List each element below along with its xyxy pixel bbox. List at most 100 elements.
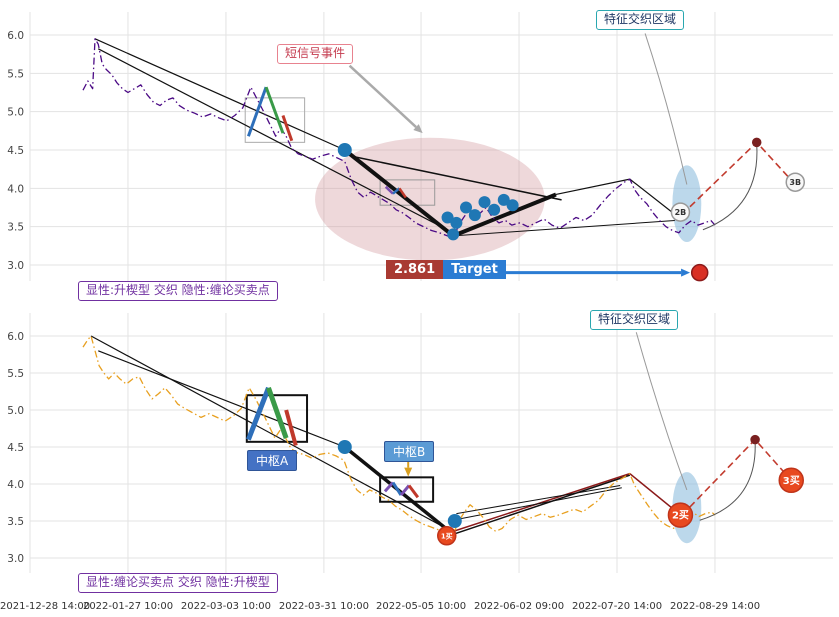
marker-2买 xyxy=(667,502,694,528)
series-trend-long xyxy=(90,335,454,533)
node-dot xyxy=(478,196,491,209)
x-axis-label: 2022-06-02 09:00 xyxy=(474,601,565,612)
series-seg-mini-blue xyxy=(392,187,401,195)
series-impulse-up-thick xyxy=(452,192,557,238)
node-dot xyxy=(506,199,519,212)
pivot-b-box xyxy=(379,476,435,503)
x-axis-label: 2022-01-27 10:00 xyxy=(82,601,174,612)
series-seg-red xyxy=(284,409,298,447)
target-value: 2.861 xyxy=(386,260,444,279)
node-dot xyxy=(497,193,510,206)
series-seg-blue xyxy=(247,86,268,137)
zone-pointer xyxy=(644,33,688,185)
y-tick-label: 4.5 xyxy=(7,442,24,454)
x-axis-label: 2022-08-29 14:00 xyxy=(669,601,761,612)
series-trend-long xyxy=(97,48,454,234)
feature-zone-label-bottom: 特征交织区域 xyxy=(590,310,679,330)
node-dot xyxy=(337,440,352,454)
series-seg-blue xyxy=(246,386,271,441)
x-axis-label: 2022-07-20 14:00 xyxy=(571,601,663,612)
event-arrow-head xyxy=(413,124,423,134)
marker-label: 1买 xyxy=(441,532,453,540)
target-dot xyxy=(690,263,709,282)
node-dot xyxy=(460,201,473,214)
series-seg-green xyxy=(264,86,285,134)
series-price xyxy=(82,335,716,535)
pivot-box-2 xyxy=(379,179,436,206)
pivot-b-arrow-head xyxy=(404,467,413,477)
y-tick-label: 3.5 xyxy=(7,222,24,234)
series-price xyxy=(82,38,716,239)
series-cross-line xyxy=(351,155,562,201)
legend-bottom: 显性:缠论买卖点 交织 隐性:升楔型 xyxy=(78,573,278,593)
y-tick-label: 3.5 xyxy=(7,516,24,528)
top-chart-svg: 3.0 3.5 4.0 4.5 5.0 5.5 6.0 2B 3B xyxy=(7,12,833,282)
series-zigzag-purple-1 xyxy=(383,481,395,493)
series-base-line xyxy=(453,220,675,237)
series-zigzag-purple-2 xyxy=(399,484,411,497)
series-seg-red xyxy=(281,115,294,142)
x-axis-label: 2022-03-03 10:00 xyxy=(180,601,272,612)
node-dot xyxy=(337,143,352,157)
pivot-a-box xyxy=(245,394,309,443)
marker-3买 xyxy=(778,467,804,494)
node-dot xyxy=(488,203,501,216)
series-seg-mini-purple xyxy=(384,185,394,195)
projection-arc xyxy=(699,441,756,521)
x-axis-label: 2021-12-28 14:00 xyxy=(0,601,91,612)
series-impulse-down-thick xyxy=(343,148,455,238)
x-axis-label: 2022-03-31 10:00 xyxy=(278,601,370,612)
series-wedge-line-2 xyxy=(456,487,622,521)
x-axis-label: 2022-05-05 10:00 xyxy=(376,601,467,612)
projection-peak-dot xyxy=(751,137,762,148)
pivot-b-label: 中枢B xyxy=(384,441,435,462)
y-tick-label: 3.0 xyxy=(7,553,24,565)
target-label: Target xyxy=(443,260,506,279)
event-arrow xyxy=(348,64,417,128)
pivot-a-label: 中枢A xyxy=(247,450,298,471)
marker-2B xyxy=(670,202,691,222)
y-tick-label: 5.0 xyxy=(7,107,24,119)
legend-top: 显性:升楔型 交织 隐性:缠论买卖点 xyxy=(78,281,278,301)
node-dot xyxy=(450,216,463,229)
y-tick-label: 5.5 xyxy=(7,368,24,380)
marker-label: 2买 xyxy=(672,510,689,522)
marker-label: 2B xyxy=(675,208,687,217)
series-trend-upper xyxy=(94,38,346,151)
series-wedge-line-1 xyxy=(456,484,621,515)
series-seg-green xyxy=(266,386,289,439)
series-zigzag-red xyxy=(407,484,420,499)
target-arrow-head xyxy=(681,268,691,277)
bottom-chart-svg: 3.0 3.5 4.0 4.5 5.0 5.5 6.0 1买 2买 3买 xyxy=(7,313,833,573)
marker-3B xyxy=(785,172,806,192)
marker-1买 xyxy=(437,526,457,546)
node-dot xyxy=(441,211,454,224)
signal-event-label: 短信号事件 xyxy=(277,44,354,64)
zone-pointer xyxy=(635,332,688,491)
marker-label: 3B xyxy=(789,178,801,187)
projection-arc xyxy=(702,143,758,231)
node-dot xyxy=(447,228,460,241)
x-axis: 2021-12-28 14:00 2022-01-27 10:00 2022-03-… xyxy=(0,601,839,617)
series-rise-line xyxy=(452,474,631,536)
y-tick-label: 4.0 xyxy=(7,479,24,491)
y-tick-label: 6.0 xyxy=(7,331,24,343)
series-zigzag-blue xyxy=(391,481,403,496)
y-tick-label: 4.0 xyxy=(7,183,24,195)
marker-label: 3买 xyxy=(783,475,800,487)
node-dot xyxy=(468,209,481,222)
y-tick-label: 6.0 xyxy=(7,30,24,42)
projection-peak-dot xyxy=(750,434,760,445)
series-seg-mini-red xyxy=(398,187,407,199)
series-trend-upper xyxy=(98,350,345,448)
y-tick-label: 5.0 xyxy=(7,405,24,417)
y-tick-label: 4.5 xyxy=(7,145,24,157)
target-annotation: 2.861 Target xyxy=(386,260,506,279)
node-dot xyxy=(447,514,462,528)
y-tick-label: 3.0 xyxy=(7,260,24,272)
y-tick-label: 5.5 xyxy=(7,68,24,80)
pivot-box-1 xyxy=(244,97,306,143)
signal-zone-ellipse xyxy=(315,137,545,261)
feature-zone-label-top: 特征交织区域 xyxy=(596,10,685,30)
